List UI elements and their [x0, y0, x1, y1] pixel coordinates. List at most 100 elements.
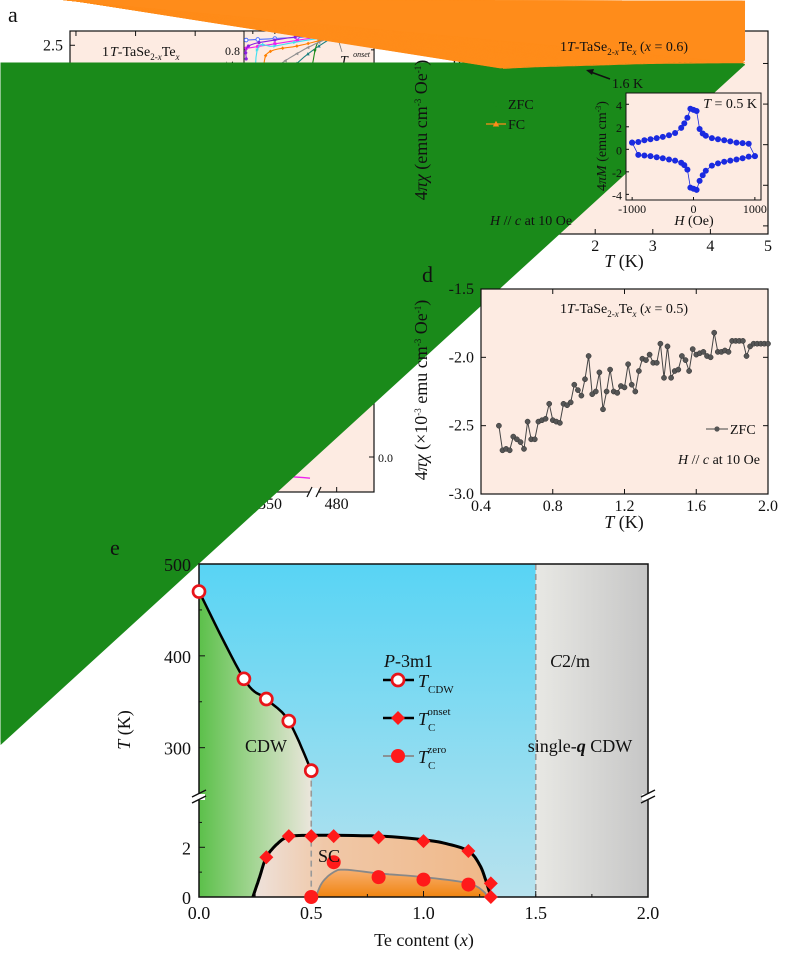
data-point-tcdw: [303, 763, 319, 778]
x-tick-label: 1.6: [686, 498, 706, 515]
annotation-field: H // c at 10 Oe: [677, 453, 760, 468]
inset-data-point: [306, 45, 310, 50]
inset-data-point: [715, 136, 721, 143]
inset-data-point: [263, 53, 268, 58]
inset-data-point: [317, 40, 321, 45]
inset-data-point: [317, 44, 321, 48]
x-axis-label: T (K): [604, 251, 644, 272]
data-point-ZFC: [567, 399, 574, 406]
inset-data-point: [641, 152, 648, 159]
legend-marker: [492, 101, 500, 108]
inset-data-point: [246, 44, 251, 48]
inset-data-point: [751, 153, 758, 160]
inset-data-point: [733, 139, 740, 146]
inset-data-point: [280, 46, 285, 51]
data-point-ZFC: [496, 422, 502, 429]
inset-data-point: [708, 135, 715, 142]
inset-data-point: [727, 157, 734, 164]
legend-marker: [390, 672, 406, 688]
inset-data-point: [647, 136, 654, 143]
axis-break-mark: [315, 486, 322, 498]
inset-c: -1000 0 1000 -4 -2 0 2 4 T = 0.5 K H (Oe) 4πM (emu…: [594, 92, 767, 229]
data-point-ZFC: [707, 354, 714, 361]
y-tick-label: 2: [616, 121, 622, 135]
inset-data-point: [715, 160, 721, 167]
legend-marker: [391, 711, 405, 725]
panel-d: d 0.4 0.8 1.2 1.6 2.0 -3.0 -2.5 -2.0 -1.5 1T-TaSe2…: [411, 262, 778, 533]
data-point-ZFC: [524, 418, 531, 425]
panel-c: c012345-0.4-0.3-0.2-0.10.01T-TaSe2-xTex …: [0, 0, 772, 746]
inset-data-point: [273, 38, 277, 42]
data-point-ZFC: [592, 388, 599, 395]
inset-data-point: [666, 132, 672, 139]
inset-data-point: [721, 158, 728, 165]
x-tick-label: 0.5: [300, 903, 323, 923]
x-tick-label: -1000: [618, 202, 646, 216]
data-point-tc-onset: [461, 844, 476, 859]
data-point-ZFC: [521, 446, 527, 452]
data-point-tcdw: [281, 713, 297, 729]
series-group: [0, 0, 746, 746]
inset-data-point: [739, 155, 746, 162]
panel-letter-a: a: [8, 2, 18, 27]
title-formula: 1T-TaSe2-xTex (x = 0.5): [560, 302, 688, 319]
inset-data-point: [653, 135, 660, 142]
annotation-1-6K: 1.6 K: [612, 77, 643, 92]
y-tick-label: -3.0: [449, 486, 474, 503]
inset-data-point: [293, 40, 297, 45]
data-point-ZFC: [531, 436, 538, 443]
data-point-tc-onset: [304, 829, 319, 844]
axis-break-gap: [642, 794, 654, 800]
x-tick-label: 1.2: [615, 498, 635, 515]
x-tick-label: 2.0: [637, 903, 660, 923]
data-point-ZFC: [582, 376, 588, 383]
inset-data-point: [306, 52, 310, 56]
legend-label: FC: [508, 118, 525, 133]
data-point-ZFC: [600, 406, 606, 413]
annotation-field: H // c at 10 Oe: [489, 214, 572, 229]
axis-break-gap: [193, 794, 205, 800]
inset-data-point: [629, 139, 636, 146]
inset-data-point: [684, 114, 691, 121]
region-C2m: [535, 564, 648, 897]
y-axis-label: 4πχ (emu cm-3 Oe-1): [411, 60, 432, 200]
inset-data-point: [672, 130, 679, 136]
legend-label: ZFC: [730, 423, 756, 438]
data-point-tc-onset: [259, 850, 274, 865]
y-tick-label: -1.5: [449, 281, 474, 298]
inset-data-point: [693, 108, 700, 114]
legend-label: ZFC: [508, 98, 534, 113]
data-point-ZFC: [700, 349, 707, 355]
data-point-tc-zero: [461, 877, 476, 892]
x-tick-label: 0.4: [471, 498, 491, 515]
data-point-tcdw: [236, 671, 252, 687]
y-tick-label: -4: [612, 188, 622, 202]
data-point-ZFC: [603, 388, 610, 395]
data-point-ZFC: [686, 368, 692, 374]
inset-data-point: [739, 140, 746, 147]
legend-marker: [391, 749, 405, 763]
inset-data-point: [295, 51, 299, 56]
data-point-ZFC: [557, 420, 563, 426]
legend-label-tc-zero: TCzero: [418, 744, 447, 772]
data-point-ZFC: [614, 390, 621, 396]
inset-data-point: [641, 137, 648, 144]
x-tick-label: 0.8: [543, 498, 563, 515]
x-tick-label: 2.0: [758, 498, 778, 515]
panel-e: e 0.0 0.5 1.0 1.5 2.0 300 400 500 0 2 CDW P-3m1 C2/m s…: [110, 535, 659, 951]
region-CDW: [199, 591, 312, 897]
data-point-ZFC: [679, 353, 685, 359]
data-point-tc-zero: [304, 890, 319, 904]
inset-data-point: [653, 154, 660, 161]
inset-data-point: [244, 57, 248, 61]
y-tick-label: -2.0: [449, 349, 474, 366]
data-point-ZFC: [596, 369, 603, 376]
inset-data-point: [283, 58, 287, 63]
region-label-SC: SC: [318, 846, 340, 866]
data-point-tc-onset: [326, 829, 341, 844]
inset-data-point: [268, 49, 273, 54]
data-point-ZFC: [661, 374, 667, 381]
inset-x-label: H (Oe): [673, 214, 714, 229]
y-tick-label: -2.5: [449, 418, 474, 435]
